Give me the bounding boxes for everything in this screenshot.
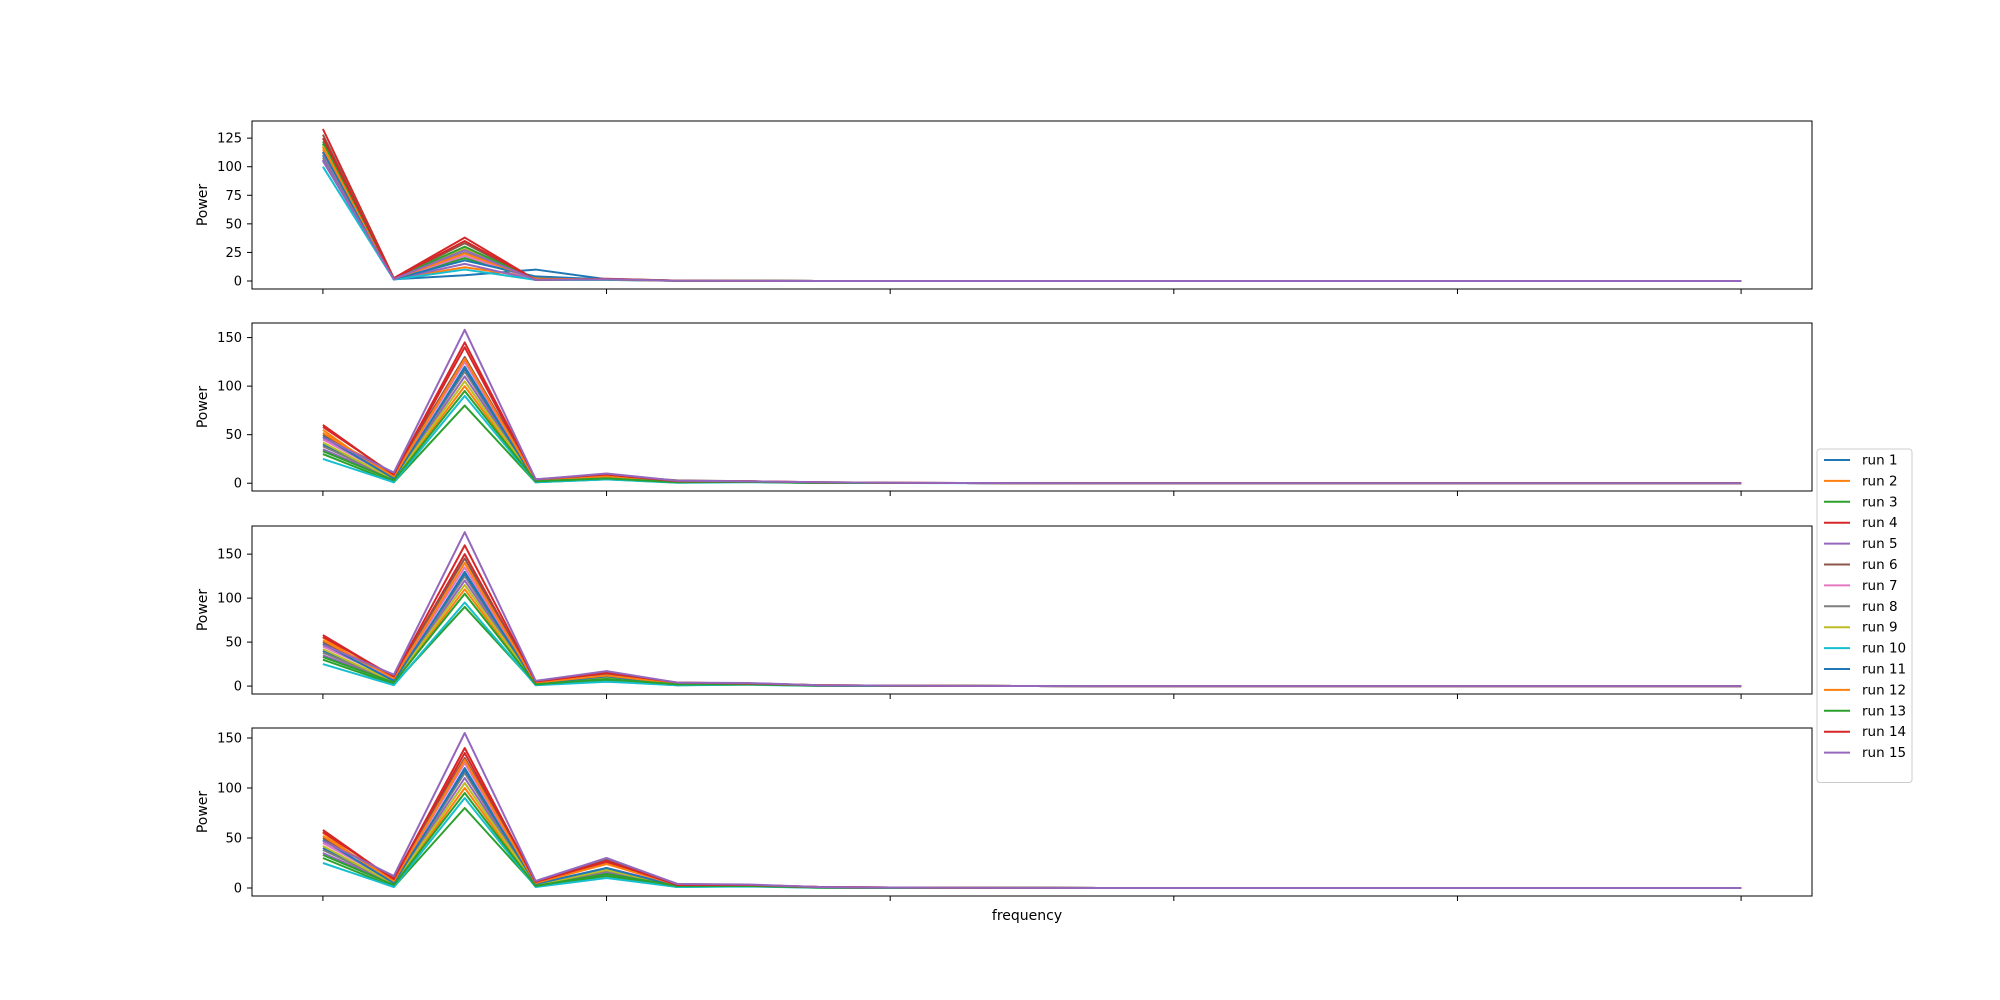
legend-item: run 15 — [1824, 745, 1906, 761]
y-axis-label: Power — [195, 386, 211, 429]
legend-item: run 13 — [1824, 703, 1906, 719]
legend: run 1 run 2 run 3 run 4 run 5 run 6 run 7 run 8… — [1816, 448, 1913, 783]
subplot-4: 0 50 100 150 Power — [195, 727, 1813, 901]
axes-frame — [251, 727, 1813, 897]
y-tick-label: 0 — [234, 275, 242, 290]
y-tick-label: 150 — [217, 548, 242, 563]
y-axis-label: Power — [195, 791, 211, 834]
subplot-1: 0 25 50 75 100 125 Power — [195, 120, 1813, 294]
legend-label: run 11 — [1862, 662, 1906, 678]
legend-label: run 3 — [1862, 494, 1898, 510]
y-tick-label: 150 — [217, 331, 242, 346]
y-tick-label: 100 — [217, 782, 242, 797]
y-tick-label: 50 — [225, 832, 242, 847]
legend-item: run 4 — [1824, 515, 1898, 531]
y-tick-label: 0 — [234, 680, 242, 695]
series-group — [322, 732, 1742, 889]
subplot-2: 0 50 100 150 Power — [195, 322, 1813, 496]
legend-label: run 13 — [1862, 703, 1906, 719]
y-tick-label: 0 — [234, 477, 242, 492]
legend-item: run 3 — [1824, 494, 1898, 510]
legend-label: run 9 — [1862, 620, 1898, 636]
legend-item: run 1 — [1824, 453, 1898, 469]
y-tick-label: 75 — [225, 189, 242, 204]
legend-item: run 6 — [1824, 557, 1898, 573]
y-tick-label: 50 — [225, 428, 242, 443]
legend-item: run 12 — [1824, 682, 1906, 698]
y-tick-label: 100 — [217, 592, 242, 607]
legend-label: run 5 — [1862, 536, 1898, 552]
axes-frame — [251, 120, 1813, 290]
legend-label: run 1 — [1862, 453, 1898, 469]
legend-label: run 10 — [1862, 641, 1906, 657]
legend-item: run 14 — [1824, 724, 1906, 740]
legend-item: run 2 — [1824, 473, 1898, 489]
y-tick-label: 50 — [225, 636, 242, 651]
series-group — [322, 128, 1742, 282]
legend-frame — [1816, 448, 1913, 783]
legend-label: run 4 — [1862, 515, 1898, 531]
legend-label: run 15 — [1862, 745, 1906, 761]
series-line-run-15 — [322, 159, 1742, 282]
legend-label: run 7 — [1862, 578, 1898, 594]
legend-item: run 7 — [1824, 578, 1898, 594]
legend-label: run 2 — [1862, 473, 1898, 489]
subplots: 0 25 50 75 100 125 Power 0 50 100 150 Power 0 50 100 15… — [195, 120, 1813, 901]
y-tick-label: 25 — [225, 246, 242, 261]
y-tick-label: 125 — [217, 132, 242, 147]
y-axis-label: Power — [195, 184, 211, 227]
legend-item: run 10 — [1824, 641, 1906, 657]
axes-frame — [251, 525, 1813, 695]
y-tick-label: 150 — [217, 732, 242, 747]
y-tick-label: 100 — [217, 380, 242, 395]
legend-item: run 11 — [1824, 662, 1906, 678]
legend-item: run 9 — [1824, 620, 1898, 636]
y-tick-label: 50 — [225, 217, 242, 232]
legend-label: run 6 — [1862, 557, 1898, 573]
subplot-3: 0 50 100 150 Power — [195, 525, 1813, 699]
legend-label: run 8 — [1862, 599, 1898, 615]
series-line-run-15 — [322, 732, 1742, 889]
y-tick-label: 100 — [217, 160, 242, 175]
legend-label: run 14 — [1862, 724, 1906, 740]
legend-label: run 12 — [1862, 682, 1906, 698]
series-line-run-15 — [322, 328, 1742, 485]
legend-item: run 5 — [1824, 536, 1898, 552]
y-axis-label: Power — [195, 589, 211, 632]
series-group — [322, 531, 1742, 688]
x-axis-label: frequency — [992, 908, 1062, 924]
series-line-run-15 — [322, 531, 1742, 688]
series-group — [322, 328, 1742, 485]
axes-frame — [251, 322, 1813, 492]
legend-item: run 8 — [1824, 599, 1898, 615]
y-tick-label: 0 — [234, 882, 242, 897]
